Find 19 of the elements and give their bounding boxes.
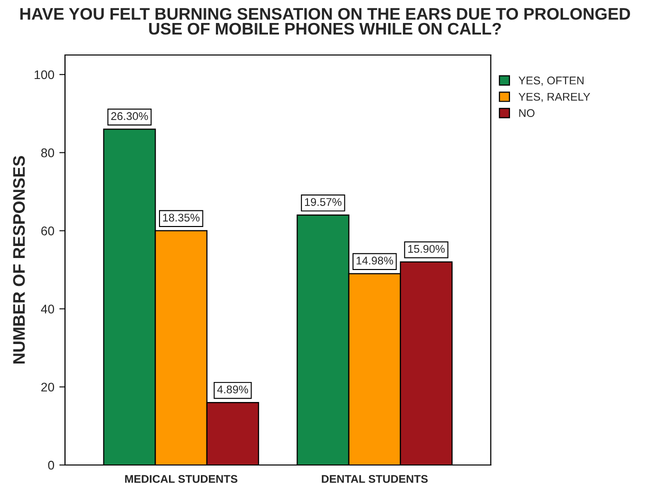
annotation: 14.98% bbox=[356, 256, 394, 265]
annotation: 19.57% bbox=[305, 198, 342, 206]
x-tick-label: MEDICAL STUDENTS bbox=[125, 475, 238, 483]
legend-label: NO bbox=[519, 109, 534, 118]
y-tick-label: 60 bbox=[41, 226, 54, 236]
y-tick-label: 0 bbox=[48, 460, 54, 470]
legend-label: YES, RARELY bbox=[518, 92, 590, 102]
y-tick-label: 20 bbox=[41, 382, 54, 392]
annotation: 18.35% bbox=[163, 214, 200, 222]
y-tick-label: 80 bbox=[41, 148, 54, 158]
legend-label: YES, OFTEN bbox=[518, 76, 584, 86]
annotation: 4.89% bbox=[217, 386, 248, 394]
y-tick-label: 40 bbox=[40, 304, 54, 314]
y-tick-label: 100 bbox=[34, 70, 54, 80]
annotation: 26.30% bbox=[111, 112, 148, 120]
chart-title: HAVE YOU FELT BURNING SENSATION ON THE EARS DUE TO PROLONGED USE OF MOBILE PHONES WHILE ON CALL? bbox=[20, 8, 630, 35]
annotation: 15.90% bbox=[408, 244, 445, 253]
x-tick-label: DENTAL STUDENTS bbox=[322, 475, 428, 483]
y-axis-title: NUMBER OF RESPONSES bbox=[13, 156, 25, 364]
